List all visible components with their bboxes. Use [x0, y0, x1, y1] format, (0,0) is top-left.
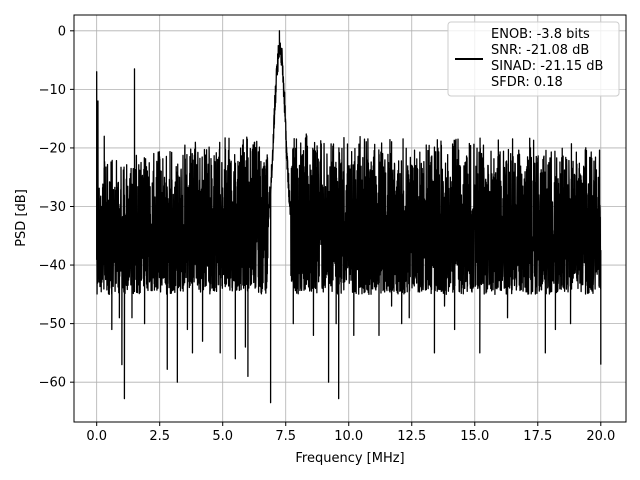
x-tick-label: 5.0 [212, 429, 233, 444]
x-tick-label: 15.0 [460, 429, 489, 444]
legend-box [447, 21, 620, 97]
y-axis-label: PSD [dB] [14, 189, 29, 247]
x-tick-label: 2.5 [149, 429, 170, 444]
y-tick-label: −60 [39, 376, 66, 391]
legend-line-sfdr: SFDR: 0.18 [491, 75, 563, 90]
psd-trace [96, 30, 602, 404]
y-tick-label: −30 [39, 200, 66, 215]
legend-line-snr: SNR: -21.08 dB [491, 43, 589, 58]
y-axis-ticks: 0 −10 −20 −30 −40 −50 −60 [39, 24, 74, 391]
x-tick-label: 20.0 [586, 429, 615, 444]
y-tick-label: 0 [58, 24, 66, 39]
legend: ENOB: -3.8 bits SNR: -21.08 dB SINAD: -2… [447, 21, 620, 97]
x-tick-label: 17.5 [523, 429, 552, 444]
legend-line-enob: ENOB: -3.8 bits [491, 27, 590, 42]
x-tick-label: 12.5 [397, 429, 426, 444]
y-tick-label: −20 [39, 141, 66, 156]
x-axis-ticks: 0.0 2.5 5.0 7.5 10.0 12.5 15.0 17.5 20.0 [86, 422, 615, 444]
y-tick-label: −40 [39, 259, 66, 274]
x-tick-label: 7.5 [275, 429, 296, 444]
x-tick-label: 10.0 [334, 429, 363, 444]
x-axis-label: Frequency [MHz] [295, 451, 404, 466]
psd-series-line [96, 30, 602, 404]
y-tick-label: −10 [39, 83, 66, 98]
plot-frame [73, 14, 627, 423]
x-tick-label: 0.0 [86, 429, 107, 444]
y-tick-label: −50 [39, 317, 66, 332]
legend-line-sinad: SINAD: -21.15 dB [491, 59, 603, 74]
